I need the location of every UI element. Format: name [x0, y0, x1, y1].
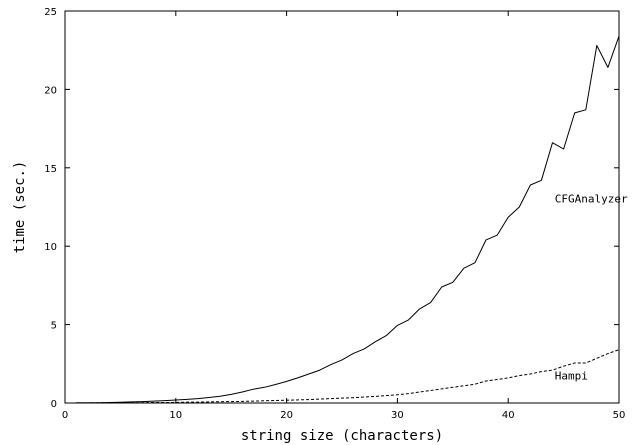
- y-tick-label: 20: [44, 85, 57, 96]
- series-layer: [76, 35, 620, 404]
- series-label-hampi: Hampi: [555, 369, 588, 382]
- x-axis-title: string size (characters): [241, 428, 443, 444]
- y-tick-label: 10: [44, 242, 57, 253]
- annotation-layer: CFGAnalyzer Hampi: [555, 192, 628, 382]
- y-tick-label: 25: [44, 7, 57, 18]
- x-tick-label: 20: [280, 410, 293, 421]
- y-axis-title: time (sec.): [12, 161, 28, 254]
- y-tick-label: 0: [51, 399, 57, 410]
- x-tick-label: 50: [613, 410, 626, 421]
- x-tick-label: 0: [62, 410, 68, 421]
- x-tick-label: 40: [502, 410, 515, 421]
- y-axis-ticks: 0 5 10 15 20 25: [44, 7, 619, 410]
- x-tick-label: 30: [391, 410, 404, 421]
- x-tick-label: 10: [169, 410, 182, 421]
- series-line-cfganalyzer: [76, 35, 620, 404]
- y-tick-label: 5: [51, 321, 57, 332]
- series-label-cfganalyzer: CFGAnalyzer: [555, 192, 628, 205]
- series-line-hampi: [76, 349, 620, 404]
- plot-frame: [64, 10, 620, 404]
- y-tick-label: 15: [44, 164, 57, 175]
